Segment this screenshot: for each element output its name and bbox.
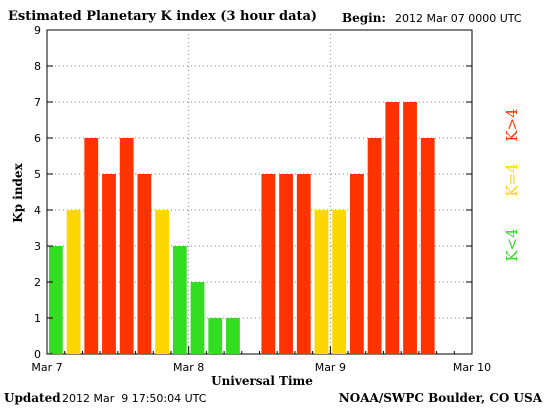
legend: K>4 K=4 K<4 (503, 108, 521, 261)
y-tick-label: 6 (34, 132, 41, 145)
kp-bar (137, 174, 152, 354)
x-tick-label: Mar 7 (31, 361, 62, 374)
kp-bar (332, 210, 347, 354)
kp-bar (420, 138, 435, 354)
kp-bar (119, 138, 134, 354)
kp-bar (155, 210, 170, 354)
y-tick-label: 4 (34, 204, 41, 217)
kp-bar (385, 102, 400, 354)
kp-bar (367, 138, 382, 354)
chart-title: Estimated Planetary K index (3 hour data… (8, 9, 317, 24)
y-tick-label: 3 (34, 240, 41, 253)
kp-bar (349, 174, 364, 354)
y-axis: 0 1 2 3 4 5 6 7 8 9 (34, 24, 472, 361)
x-axis-label: Universal Time (211, 374, 313, 388)
kp-bar (48, 246, 63, 354)
x-tick-label: Mar 10 (453, 361, 491, 374)
x-tick-label: Mar 9 (315, 361, 346, 374)
kp-bar (279, 174, 293, 354)
credit-text: NOAA/SWPC Boulder, CO USA (339, 391, 543, 405)
y-axis-label: Kp index (11, 162, 25, 222)
plot-area (46, 29, 473, 355)
y-tick-label: 7 (34, 96, 41, 109)
x-axis: Mar 7 Mar 8 Mar 9 Mar 10 (31, 346, 491, 374)
x-tick-label: Mar 8 (173, 361, 204, 374)
bars-layer (48, 102, 435, 354)
kp-bar (102, 174, 116, 354)
grid-lines (47, 30, 472, 354)
legend-label: K>4 (503, 108, 521, 141)
begin-value: 2012 Mar 07 0000 UTC (395, 12, 522, 25)
updated-label: Updated (4, 391, 61, 405)
kp-bar (66, 210, 81, 354)
y-tick-label: 5 (34, 168, 41, 181)
y-tick-label: 9 (34, 24, 41, 37)
begin-label: Begin: (342, 11, 386, 25)
kp-bar (172, 246, 187, 354)
y-tick-label: 2 (34, 276, 41, 289)
y-tick-label: 0 (34, 348, 41, 361)
kp-bar (190, 282, 205, 354)
y-tick-label: 1 (34, 312, 41, 325)
kp-bar (261, 174, 276, 354)
legend-label: K<4 (503, 228, 521, 261)
kp-bar (84, 138, 99, 354)
kp-bar (226, 318, 240, 354)
kp-bar (208, 318, 223, 354)
kp-bar (296, 174, 311, 354)
kp-bar (314, 210, 329, 354)
kp-bar (403, 102, 417, 354)
legend-label: K=4 (503, 163, 521, 196)
updated-value: 2012 Mar 9 17:50:04 UTC (62, 392, 207, 405)
y-tick-label: 8 (34, 60, 41, 73)
